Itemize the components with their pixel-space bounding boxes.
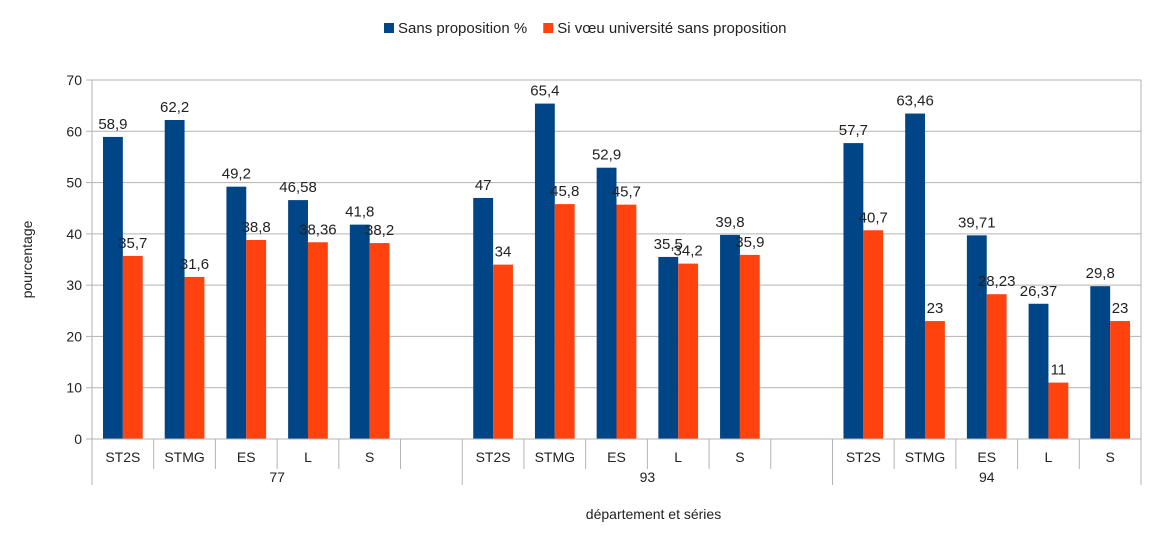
legend-swatch bbox=[384, 23, 394, 33]
bar bbox=[925, 321, 945, 439]
data-label: 45,8 bbox=[550, 183, 579, 200]
bar bbox=[843, 143, 864, 439]
bar bbox=[1048, 382, 1069, 439]
group-label: 77 bbox=[269, 469, 285, 485]
y-tick-label: 40 bbox=[66, 226, 82, 242]
x-tick-label: S bbox=[365, 449, 374, 465]
bar bbox=[164, 120, 185, 439]
data-label: 52,9 bbox=[592, 147, 621, 164]
x-tick-label: STMG bbox=[164, 449, 204, 465]
bar bbox=[534, 103, 555, 439]
x-tick-label: ES bbox=[977, 449, 996, 465]
bar bbox=[658, 256, 679, 439]
data-label: 45,7 bbox=[612, 184, 641, 201]
bar bbox=[369, 243, 390, 439]
data-label: 35,9 bbox=[735, 234, 764, 251]
data-label: 65,4 bbox=[530, 83, 559, 100]
bar bbox=[349, 224, 370, 439]
data-label: 38,2 bbox=[365, 222, 394, 239]
y-tick-label: 30 bbox=[66, 277, 82, 293]
data-label: 49,2 bbox=[222, 166, 251, 183]
data-label: 35,5 bbox=[654, 236, 683, 253]
x-tick-label: STMG bbox=[535, 449, 575, 465]
x-tick-label: S bbox=[735, 449, 744, 465]
data-label: 63,46 bbox=[896, 93, 934, 110]
group-label: 93 bbox=[640, 469, 656, 485]
bar bbox=[473, 197, 494, 439]
y-tick-label: 0 bbox=[74, 431, 82, 447]
data-label: 39,8 bbox=[715, 214, 744, 231]
x-tick-label: L bbox=[304, 449, 312, 465]
data-label: 26,37 bbox=[1020, 283, 1058, 300]
x-axis-title: département et séries bbox=[586, 506, 721, 522]
bar bbox=[493, 264, 513, 439]
data-label: 11 bbox=[1051, 362, 1067, 379]
data-label: 38,36 bbox=[299, 221, 337, 238]
group-label: 94 bbox=[979, 469, 995, 485]
y-tick-label: 70 bbox=[66, 72, 82, 88]
y-tick-label: 20 bbox=[66, 328, 82, 344]
y-axis-title: pourcentage bbox=[19, 220, 35, 298]
x-tick-label: L bbox=[674, 449, 682, 465]
y-tick-label: 50 bbox=[66, 175, 82, 191]
bar bbox=[1028, 303, 1049, 439]
legend-label: Si vœu université sans proposition bbox=[557, 20, 786, 37]
x-tick-label: L bbox=[1045, 449, 1053, 465]
data-label: 62,2 bbox=[160, 99, 189, 116]
data-label: 23 bbox=[1112, 300, 1129, 317]
data-label: 28,23 bbox=[978, 273, 1016, 290]
bar bbox=[986, 294, 1007, 439]
data-label: 41,8 bbox=[345, 204, 374, 221]
data-label: 31,6 bbox=[180, 256, 209, 273]
x-tick-label: S bbox=[1105, 449, 1114, 465]
bar bbox=[863, 230, 884, 439]
legend-swatch bbox=[543, 23, 554, 33]
x-tick-label: STMG bbox=[905, 449, 945, 465]
bar bbox=[184, 276, 205, 439]
x-tick-label: ST2S bbox=[476, 449, 511, 465]
legend-label: Sans proposition % bbox=[398, 20, 527, 37]
data-label: 29,8 bbox=[1086, 265, 1115, 282]
x-tick-label: ST2S bbox=[846, 449, 881, 465]
data-label: 34 bbox=[495, 244, 512, 261]
bar bbox=[288, 200, 308, 439]
bar bbox=[720, 234, 740, 439]
bar bbox=[122, 255, 143, 439]
bar bbox=[596, 167, 617, 439]
y-tick-label: 60 bbox=[66, 123, 82, 139]
data-label: 35,7 bbox=[118, 235, 147, 252]
x-tick-label: ES bbox=[607, 449, 626, 465]
data-label: 46,58 bbox=[279, 179, 317, 196]
data-label: 38,8 bbox=[242, 219, 271, 236]
data-label: 34,2 bbox=[674, 243, 703, 260]
bar bbox=[1090, 286, 1111, 439]
data-label: 47 bbox=[475, 177, 492, 194]
bar bbox=[103, 136, 123, 440]
bar bbox=[1110, 321, 1130, 439]
bar bbox=[966, 235, 987, 439]
bar bbox=[616, 204, 637, 439]
data-label: 58,9 bbox=[98, 116, 127, 133]
data-label: 57,7 bbox=[839, 122, 868, 139]
data-label: 39,71 bbox=[958, 214, 996, 231]
data-label: 40,7 bbox=[859, 209, 888, 226]
y-tick-label: 10 bbox=[66, 380, 82, 396]
bar bbox=[226, 186, 247, 439]
bar bbox=[307, 242, 328, 439]
x-tick-label: ES bbox=[237, 449, 256, 465]
bar bbox=[739, 254, 760, 439]
bar bbox=[905, 113, 926, 439]
bar bbox=[246, 240, 267, 439]
bar bbox=[678, 263, 699, 439]
bar bbox=[554, 204, 575, 439]
x-tick-label: ST2S bbox=[105, 449, 140, 465]
data-label: 23 bbox=[927, 300, 944, 317]
